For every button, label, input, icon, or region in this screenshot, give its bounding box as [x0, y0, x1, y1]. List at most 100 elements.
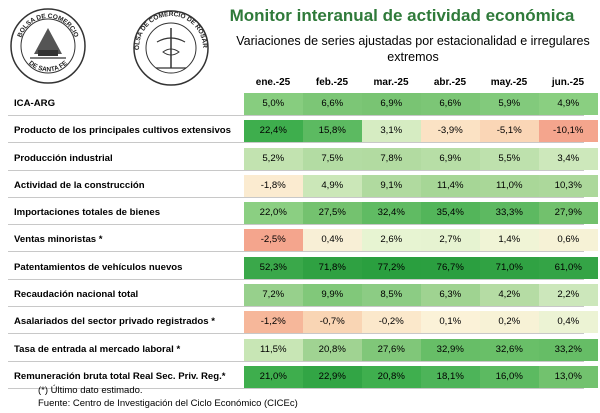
- value-cell: 15,8%: [303, 120, 362, 143]
- table-row: Recaudación nacional total 7,2% 9,9% 8,5% 6,…: [8, 284, 598, 308]
- value-cell: 11,5%: [244, 338, 303, 361]
- row-label: Recaudación nacional total: [14, 289, 139, 301]
- value-cell: 5,5%: [480, 147, 539, 170]
- footnote-estimate: (*) Último dato estimado.: [38, 385, 143, 396]
- value-cell: 1,4%: [480, 229, 539, 252]
- value-cell: 0,6%: [539, 229, 598, 252]
- value-cell: 11,4%: [421, 174, 480, 197]
- value-cell: 20,8%: [303, 338, 362, 361]
- value-cell: 3,1%: [362, 120, 421, 143]
- table-row: Producto de los principales cultivos ext…: [8, 120, 598, 144]
- value-cell: 21,0%: [244, 365, 303, 388]
- row-label: Producción industrial: [14, 152, 113, 164]
- value-cell: 2,7%: [421, 229, 480, 252]
- value-cell: -3,9%: [421, 120, 480, 143]
- table-row: Producción industrial 5,2% 7,5% 7,8% 6,9% 5,5…: [8, 147, 598, 171]
- value-cell: 52,3%: [244, 256, 303, 279]
- value-cell: 6,9%: [421, 147, 480, 170]
- value-cell: 4,9%: [539, 93, 598, 115]
- value-cell: 71,8%: [303, 256, 362, 279]
- value-cell: 33,3%: [480, 202, 539, 225]
- value-cell: 5,2%: [244, 147, 303, 170]
- value-cell: 0,4%: [303, 229, 362, 252]
- value-cell: 16,0%: [480, 365, 539, 388]
- value-cell: 76,7%: [421, 256, 480, 279]
- value-cell: 27,9%: [539, 202, 598, 225]
- row-label: Ventas minoristas *: [14, 234, 103, 246]
- month-header: may.-25: [490, 77, 528, 88]
- value-cell: 13,0%: [539, 365, 598, 388]
- table-row: Patentamientos de vehículos nuevos 52,3% 7…: [8, 256, 598, 280]
- page-title: Monitor interanual de actividad económic…: [229, 6, 575, 25]
- value-cell: 0,1%: [421, 311, 480, 334]
- value-cell: 6,6%: [303, 93, 362, 115]
- value-cell: 32,9%: [421, 338, 480, 361]
- row-label: Remuneración bruta total Real Sec. Priv.…: [14, 370, 226, 382]
- table-row: ICA-ARG 5,0% 6,6% 6,9% 6,6% 5,9% 4,9%: [8, 93, 598, 116]
- value-cell: 6,9%: [362, 93, 421, 115]
- logo-group: BOLSA DE COMERCIO DE SANTA FE BOLSA DE C…: [5, 1, 209, 86]
- value-cell: -2,5%: [244, 229, 303, 252]
- month-header: ene.-25: [255, 77, 291, 88]
- month-header: abr.-25: [433, 77, 467, 88]
- row-label: Tasa de entrada al mercado laboral *: [14, 343, 181, 355]
- value-cell: -1,2%: [244, 311, 303, 334]
- value-cell: 32,4%: [362, 202, 421, 225]
- value-cell: 5,9%: [480, 93, 539, 115]
- row-label: Asalariados del sector privado registrad…: [14, 316, 216, 328]
- row-label: ICA-ARG: [14, 98, 56, 109]
- table-row: Ventas minoristas * -2,5% 0,4% 2,6% 2,7% 1,4%…: [8, 229, 598, 253]
- row-label: Importaciones totales de bienes: [14, 207, 161, 219]
- row-label: Producto de los principales cultivos ext…: [14, 125, 231, 137]
- value-cell: 5,0%: [244, 93, 303, 115]
- row-label: Actividad de la construcción: [14, 179, 145, 191]
- table-row: Asalariados del sector privado registrad…: [8, 311, 598, 335]
- value-cell: 0,4%: [539, 311, 598, 334]
- value-cell: 9,9%: [303, 284, 362, 307]
- value-cell: -10,1%: [539, 120, 598, 143]
- value-cell: 0,2%: [480, 311, 539, 334]
- value-cell: 2,6%: [362, 229, 421, 252]
- month-header: mar.-25: [373, 77, 409, 88]
- table-row: Importaciones totales de bienes 22,0% 27,5…: [8, 202, 598, 226]
- value-cell: 9,1%: [362, 174, 421, 197]
- value-cell: 7,2%: [244, 284, 303, 307]
- value-cell: 22,0%: [244, 202, 303, 225]
- value-cell: -1,8%: [244, 174, 303, 197]
- logos: BOLSA DE COMERCIO DE SANTA FE BOLSA DE C…: [5, 1, 238, 86]
- value-cell: 10,3%: [539, 174, 598, 197]
- page-subtitle: Variaciones de series ajustadas por esta…: [236, 34, 590, 64]
- value-cell: 7,5%: [303, 147, 362, 170]
- value-cell: 33,2%: [539, 338, 598, 361]
- value-cell: 35,4%: [421, 202, 480, 225]
- value-cell: 77,2%: [362, 256, 421, 279]
- indicator-table: ICA-ARG 5,0% 6,6% 6,9% 6,6% 5,9% 4,9% Producto …: [8, 93, 598, 393]
- value-cell: 6,6%: [421, 93, 480, 115]
- value-cell: 4,9%: [303, 174, 362, 197]
- value-cell: 71,0%: [480, 256, 539, 279]
- value-cell: 8,5%: [362, 284, 421, 307]
- value-cell: 2,2%: [539, 284, 598, 307]
- value-cell: 6,3%: [421, 284, 480, 307]
- value-cell: 22,4%: [244, 120, 303, 143]
- table-row: Tasa de entrada al mercado laboral * 11,5…: [8, 338, 598, 362]
- value-cell: 32,6%: [480, 338, 539, 361]
- value-cell: -0,7%: [303, 311, 362, 334]
- footnotes: (*) Último dato estimado. Fuente: Centro…: [38, 384, 298, 410]
- value-cell: 27,5%: [303, 202, 362, 225]
- value-cell: 61,0%: [539, 256, 598, 279]
- value-cell: 22,9%: [303, 365, 362, 388]
- value-cell: 4,2%: [480, 284, 539, 307]
- value-cell: 18,1%: [421, 365, 480, 388]
- value-cell: 11,0%: [480, 174, 539, 197]
- value-cell: 3,4%: [539, 147, 598, 170]
- month-header: jun.-25: [551, 77, 585, 88]
- table-row: Remuneración bruta total Real Sec. Priv.…: [8, 365, 598, 389]
- value-cell: -0,2%: [362, 311, 421, 334]
- value-cell: 27,6%: [362, 338, 421, 361]
- value-cell: -5,1%: [480, 120, 539, 143]
- month-header: feb.-25: [315, 77, 349, 88]
- month-header-row: ene.-25 feb.-25 mar.-25 abr.-25 may.-25 jun.-…: [0, 77, 600, 91]
- footnote-source: Fuente: Centro de Investigación del Cicl…: [38, 398, 298, 409]
- row-label: Patentamientos de vehículos nuevos: [14, 261, 183, 273]
